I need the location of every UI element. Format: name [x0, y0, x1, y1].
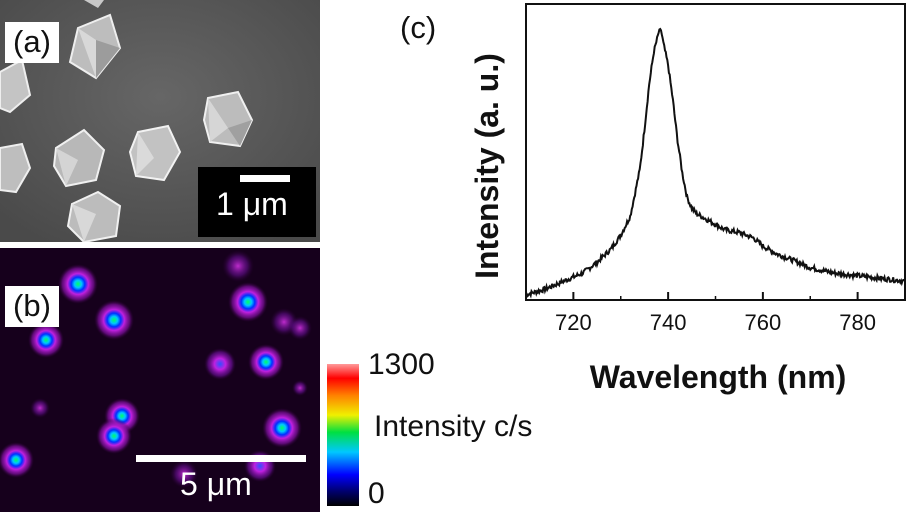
colorbar-min-label: 0: [368, 477, 385, 510]
pl-intensity-map: [0, 248, 320, 512]
colorbar-title: Intensity c/s: [374, 410, 533, 443]
x-tick-label: 740: [650, 310, 687, 335]
panel-a-label: (a): [5, 22, 59, 63]
scale-bar-b: [136, 455, 306, 462]
intensity-colorbar: [327, 364, 359, 506]
x-tick-label: 760: [745, 310, 782, 335]
pl-map-panel: (b): [0, 248, 320, 512]
scale-bar-b-label: 5 μm: [180, 466, 252, 502]
colorbar-max-label: 1300: [368, 348, 435, 381]
plot-area: 720 740 760 780: [525, 3, 906, 335]
scale-bar-a-label: 1 μm: [216, 186, 288, 222]
x-tick-label: 720: [555, 310, 592, 335]
spectrum-line-series-0: [525, 27, 906, 299]
y-axis-title: Intensity (a. u.): [469, 53, 505, 279]
x-axis-title: Wavelength (nm): [590, 359, 847, 395]
sem-image-panel: (a): [0, 0, 320, 242]
panel-c-label: (c): [400, 10, 437, 45]
panel-b-label: (b): [5, 286, 59, 327]
plot-frame: [525, 3, 906, 301]
x-tick-label: 780: [839, 310, 876, 335]
scale-bar-a: [240, 175, 290, 182]
